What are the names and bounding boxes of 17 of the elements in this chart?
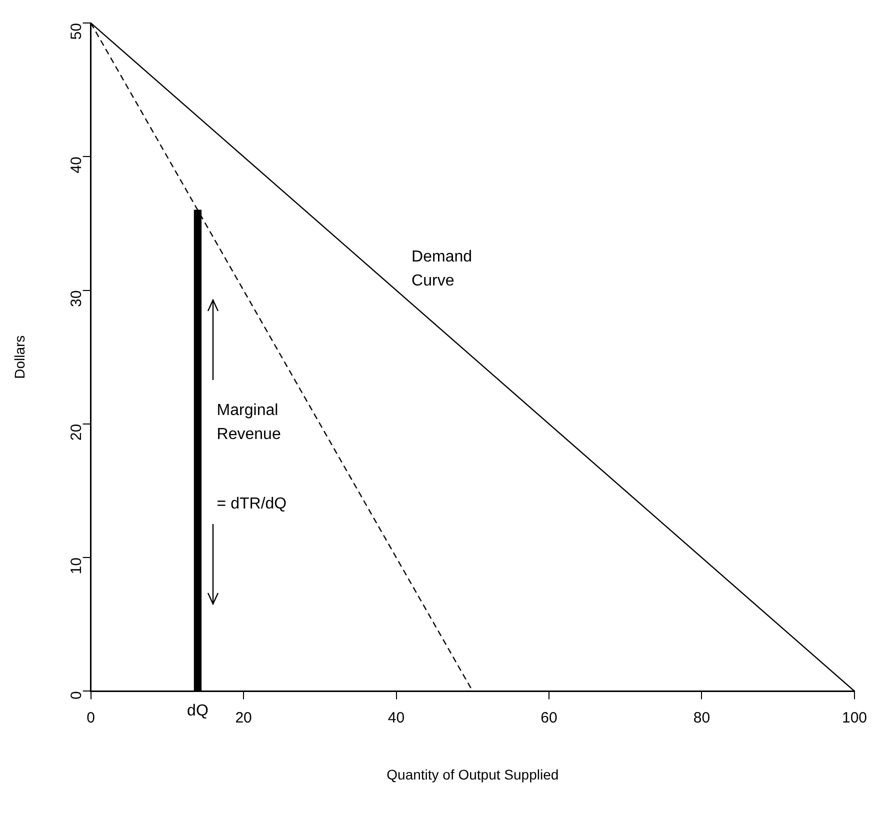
x-tick-label: 80	[693, 709, 710, 726]
y-tick-label: 30	[68, 290, 85, 307]
x-tick-label: 100	[842, 709, 867, 726]
annotation: Marginal Revenue	[216, 402, 281, 443]
y-tick-label: 0	[68, 691, 85, 700]
annotation: dQ	[187, 702, 208, 720]
annotation: Demand Curve	[412, 248, 472, 290]
y-tick-label: 20	[68, 424, 85, 441]
y-tick-label: 40	[68, 156, 85, 174]
annotation: = dTR/dQ	[216, 496, 287, 513]
y-tick-label: 10	[68, 558, 85, 574]
y-tick-label: 50	[68, 23, 85, 40]
y-axis-title: Dollars	[11, 335, 28, 379]
x-tick-label: 40	[388, 709, 405, 726]
x-tick-label: 60	[540, 709, 558, 726]
x-tick-label: 20	[235, 709, 252, 726]
x-axis-title: Quantity of Output Supplied	[386, 766, 559, 782]
